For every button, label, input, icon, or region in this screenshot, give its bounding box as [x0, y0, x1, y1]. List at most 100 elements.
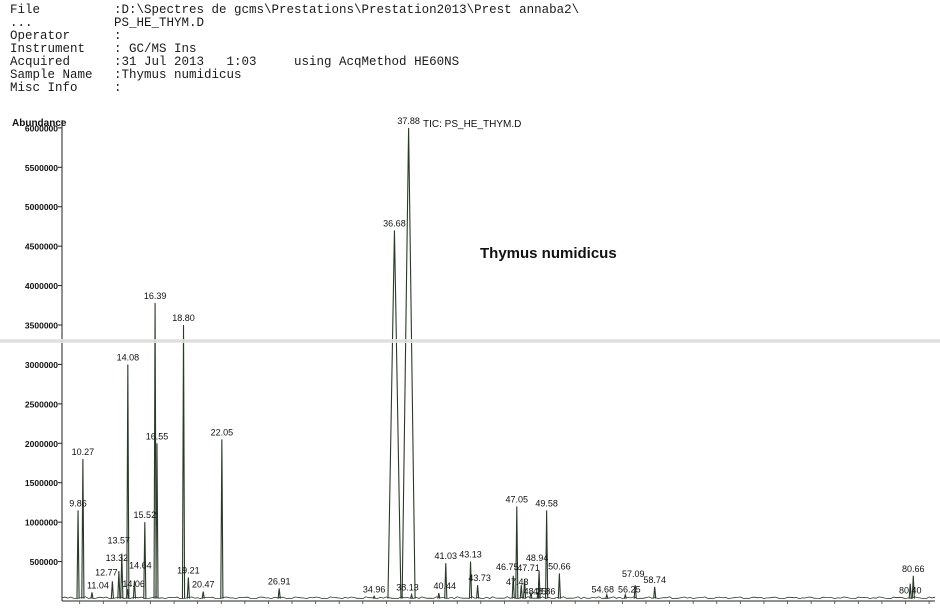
peak-mark — [908, 583, 912, 599]
peak-label: 14.64 — [129, 560, 152, 570]
peak-mark — [522, 578, 527, 599]
peak-label: 40.44 — [434, 581, 457, 591]
y-tick-label: 500000 — [30, 557, 59, 567]
peak-mark — [468, 561, 473, 599]
peak-label: 54.68 — [592, 585, 615, 595]
peak-label: 9.86 — [69, 498, 87, 508]
peak-mark — [143, 522, 147, 599]
peak-label: 58.74 — [643, 575, 666, 585]
peak-label: 80.66 — [902, 564, 925, 574]
chart-title: TIC: PS_HE_THYM.D — [423, 119, 521, 130]
peak-mark — [132, 580, 137, 599]
peak-label: 48.25 — [524, 586, 547, 596]
header-row: Instrument: GC/MS Ins — [10, 43, 579, 56]
peak-mark — [515, 506, 519, 599]
y-tick-label: 1500000 — [25, 478, 58, 488]
header-key: File — [10, 3, 41, 17]
header-value: GC/MS Ins — [121, 42, 197, 56]
peak-label: 19.21 — [177, 565, 200, 575]
peak-mark — [181, 325, 186, 599]
peak-mark — [110, 581, 114, 599]
peak-mark — [437, 593, 441, 599]
peak-label: 46.75 — [496, 562, 519, 572]
peak-label: 36.68 — [383, 218, 406, 228]
peak-mark — [633, 585, 637, 599]
peak-mark — [401, 127, 416, 599]
header-row: ... PS_HE_THYM.D — [10, 17, 579, 30]
y-tick-label: 4500000 — [25, 242, 58, 252]
header-key: Sample Name — [10, 68, 93, 82]
header-sep: : — [114, 29, 122, 43]
header-row: Operator: — [10, 30, 579, 43]
peak-label: 26.91 — [268, 576, 291, 586]
peak-label: 43.13 — [459, 550, 482, 560]
header-value: PS_HE_THYM.D — [114, 16, 205, 30]
peak-mark — [81, 459, 85, 599]
chromatogram-svg: 500000 1000000 1500000 2000000 2500000 300000… — [12, 116, 936, 604]
y-tick-label: 2500000 — [25, 399, 58, 409]
peak-mark — [201, 591, 205, 599]
sample-annotation: Thymus numidicus — [480, 245, 617, 262]
y-axis-label: Abundance — [12, 118, 67, 129]
scan-artifact-line — [0, 339, 940, 343]
peak-mark — [519, 585, 523, 599]
peak-mark — [120, 553, 124, 599]
peak-label: 47.43 — [506, 577, 529, 587]
peak-label: 14.08 — [117, 352, 140, 362]
peak-label: 56.25 — [618, 585, 641, 595]
y-tick-label: 2000000 — [25, 439, 58, 449]
peak-label: 15.52 — [134, 510, 157, 520]
peak-mark — [90, 592, 94, 599]
peak-mark — [387, 230, 402, 599]
peak-mark — [537, 571, 541, 599]
y-tick-label: 3000000 — [25, 360, 58, 370]
peak-labels: 9.86 10.27 11.04 12.77 13.32 13.57 14.06 14.08 1… — [69, 116, 924, 596]
peak-label: 10.27 — [72, 447, 95, 457]
header-value: D:\Spectres de gcms\Prestations\Prestati… — [121, 3, 580, 17]
peak-mark — [653, 586, 657, 599]
header-row: Acquired:31 Jul 2013 1:03 using AcqMetho… — [10, 56, 579, 69]
peak-label: 50.66 — [548, 561, 571, 571]
y-tick-label: 3500000 — [25, 321, 58, 331]
y-tick-label: 1000000 — [25, 518, 58, 528]
peak-mark — [186, 577, 190, 599]
peak-label: 22.05 — [211, 427, 234, 437]
peak-label: 80.40 — [899, 586, 922, 596]
sample-info-header: File:D:\Spectres de gcms\Prestations\Pre… — [10, 4, 579, 95]
peak-label: 38.13 — [396, 583, 419, 593]
peak-mark — [511, 575, 515, 599]
y-tick-label: 4000000 — [25, 281, 58, 291]
peak-mark — [76, 510, 80, 599]
header-value: 31 Jul 2013 1:03 using AcqMethod HE60NS — [121, 55, 460, 69]
header-sep: : — [114, 42, 122, 56]
header-sep: : — [114, 3, 122, 17]
peak-label: 13.57 — [108, 536, 131, 546]
peak-label: 47.71 — [517, 563, 540, 573]
peak-mark — [409, 592, 414, 599]
y-tick-label: 5500000 — [25, 163, 58, 173]
peak-mark — [126, 364, 130, 599]
peak-label: 18.80 — [172, 313, 195, 323]
header-row: Sample Name:Thymus numidicus — [10, 69, 579, 82]
header-sep: : — [114, 81, 122, 95]
y-tick-label: 6000000 — [25, 123, 58, 133]
peak-mark — [605, 592, 609, 599]
peak-mark — [529, 592, 533, 599]
peak-label: 14.06 — [122, 579, 145, 589]
peak-label: 11.04 — [87, 580, 109, 590]
peak-mark — [220, 439, 224, 599]
y-ticks: 500000 1000000 1500000 2000000 2500000 300000… — [25, 123, 62, 567]
header-key: Operator — [10, 29, 71, 43]
peak-label: 49.58 — [535, 498, 558, 508]
peak-mark — [155, 443, 159, 599]
peak-mark — [623, 592, 627, 599]
peak-label: 16.39 — [144, 291, 167, 301]
header-key: Acquired — [10, 55, 71, 69]
peak-label: 48.86 — [533, 586, 556, 596]
tic-trace — [61, 127, 936, 600]
peak-label: 12.77 — [95, 567, 118, 577]
peak-label: 16.55 — [146, 431, 169, 441]
peak-label: 34.96 — [363, 584, 386, 594]
peak-mark — [545, 510, 549, 599]
peak-mark — [911, 575, 915, 599]
